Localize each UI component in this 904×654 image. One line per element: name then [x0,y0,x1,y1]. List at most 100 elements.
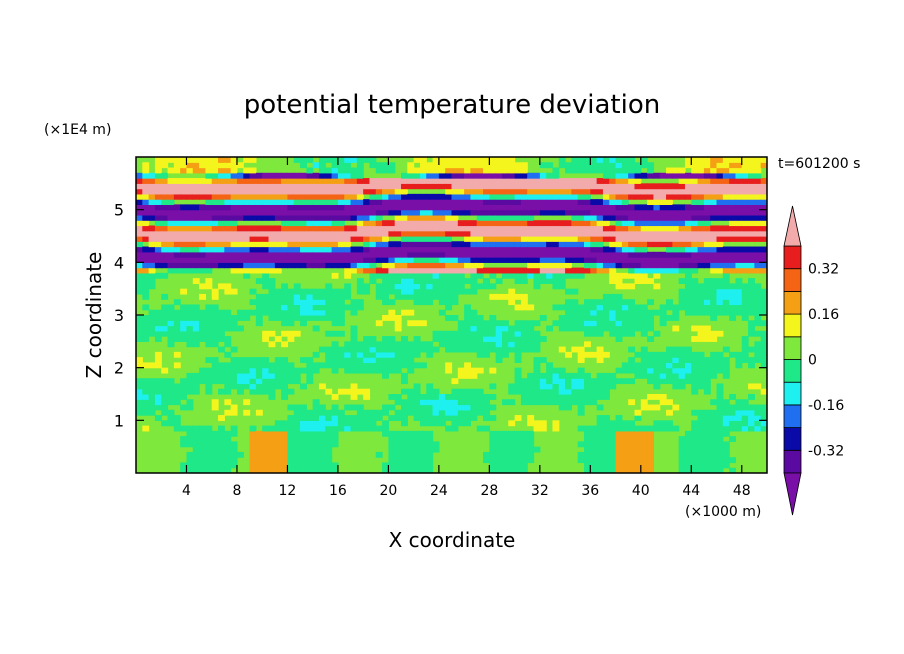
field-cell [729,457,737,464]
field-cell [419,299,427,306]
field-cell [148,320,156,327]
field-cell [382,299,389,306]
field-cell [350,204,358,211]
field-cell [281,178,289,184]
field-cell [445,178,453,184]
field-cell [236,267,244,274]
field-cell [495,441,503,448]
field-cell [666,246,673,253]
field-cell [255,183,263,190]
field-cell [224,246,232,253]
field-cell [596,357,604,363]
field-cell [748,251,755,258]
field-cell [760,199,767,205]
field-cell [142,283,150,290]
field-cell [602,372,610,379]
field-cell [495,230,503,237]
field-cell [312,457,320,464]
field-cell [735,236,743,242]
field-cell [236,214,244,221]
field-cell [407,388,415,395]
field-cell [748,330,755,337]
field-cell [186,330,194,337]
field-cell [552,236,560,242]
field-cell [180,193,188,200]
field-cell [552,304,560,311]
field-cell [300,214,307,221]
field-cell [628,304,636,311]
field-cell [716,383,724,390]
field-cell [457,320,465,327]
field-cell [609,278,617,284]
field-cell [331,462,339,469]
field-cell [236,378,244,385]
field-cell [464,157,472,163]
field-cell [634,193,642,200]
field-cell [703,378,711,385]
field-cell [344,193,352,200]
field-cell [230,383,238,390]
field-cell [382,220,389,227]
field-cell [306,199,314,205]
field-cell [514,378,522,385]
field-cell [584,230,591,237]
field-cell [369,336,377,342]
field-cell [136,188,143,195]
field-cell [470,315,478,321]
field-cell [262,446,270,453]
field-cell [369,178,377,184]
field-cell [161,304,169,311]
field-cell [199,425,207,432]
field-cell [666,409,673,416]
field-cell [401,388,408,395]
field-cell [236,362,244,369]
field-cell [621,457,629,464]
field-cell [287,372,295,379]
field-cell [154,167,162,174]
field-cell [331,230,339,237]
field-cell [476,330,484,337]
field-cell [520,399,528,406]
field-cell [432,257,440,263]
field-cell [249,251,257,258]
field-cell [363,230,371,237]
field-cell [167,251,175,258]
field-cell [401,272,408,279]
field-cell [180,394,188,400]
field-cell [255,225,263,232]
field-cell [577,372,585,379]
field-cell [716,157,724,163]
field-cell [634,251,642,258]
field-cell [489,293,497,300]
field-cell [659,357,667,363]
field-cell [407,278,415,284]
field-cell [407,409,415,416]
field-cell [501,214,509,221]
field-cell [451,341,459,348]
field-cell [249,241,257,248]
field-cell [136,193,143,200]
field-cell [520,278,528,284]
field-cell [691,372,699,379]
field-cell [577,404,585,411]
field-cell [236,357,244,363]
field-cell [438,409,446,416]
field-cell [167,193,175,200]
field-cell [577,441,585,448]
field-cell [382,367,389,374]
field-cell [350,383,358,390]
field-cell [287,467,295,473]
field-cell [230,204,238,211]
field-cell [300,304,307,311]
field-cell [703,388,711,395]
field-cell [577,230,585,237]
field-cell [735,283,743,290]
field-cell [609,457,617,464]
field-cell [281,283,289,290]
field-cell [716,399,724,406]
field-cell [224,178,232,184]
field-cell [300,383,307,390]
field-cell [678,267,686,274]
field-cell [413,404,421,411]
field-cell [318,346,326,353]
